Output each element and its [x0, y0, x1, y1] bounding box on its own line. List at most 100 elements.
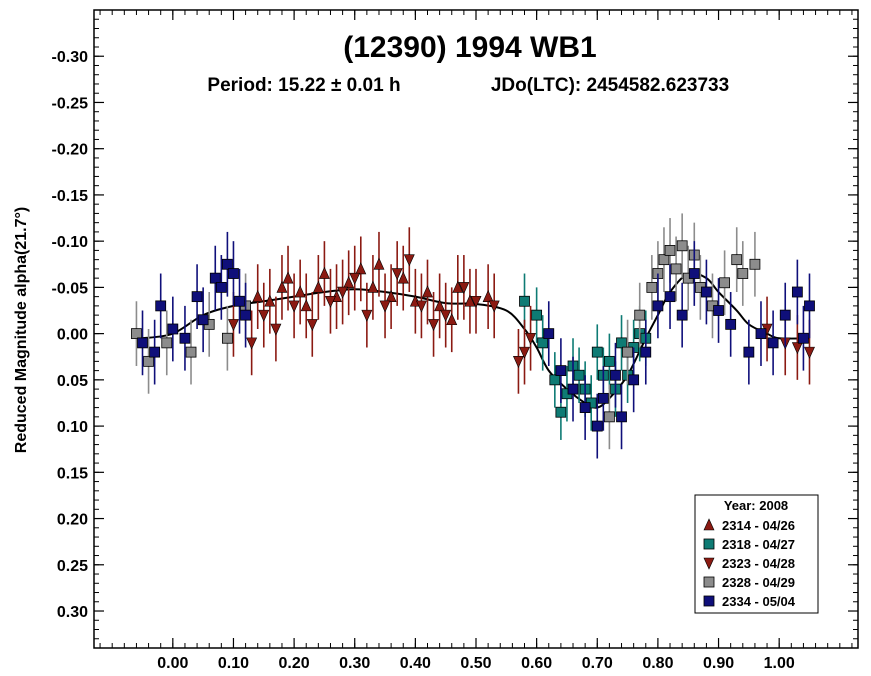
x-tick-label: 0.70 [582, 655, 613, 672]
data-point [325, 295, 336, 308]
data-point [713, 305, 724, 316]
data-point [482, 289, 494, 302]
data-point [391, 268, 403, 281]
data-point [798, 332, 809, 344]
x-tick-label: 0.00 [157, 655, 188, 672]
data-point [349, 272, 361, 285]
data-point [610, 369, 621, 381]
data-point [131, 328, 142, 340]
legend-label: 2314 - 04/26 [722, 518, 795, 533]
data-point [367, 280, 379, 293]
legend-marker [703, 557, 715, 570]
series-0 [252, 231, 494, 353]
x-tick-label: 0.30 [339, 655, 370, 672]
data-point [464, 294, 476, 307]
data-point [646, 281, 658, 293]
data-point [658, 254, 670, 266]
data-point [191, 291, 203, 303]
legend-label: 2328 - 04/29 [722, 575, 795, 590]
data-point [640, 346, 652, 358]
data-point [355, 262, 367, 275]
data-point [634, 309, 646, 321]
data-point [555, 406, 567, 418]
data-point [161, 337, 173, 349]
data-point [804, 346, 815, 359]
legend-label: 2323 - 04/28 [722, 556, 795, 571]
data-point [701, 286, 712, 298]
data-point [361, 309, 373, 322]
data-point [397, 271, 409, 284]
data-point [525, 332, 537, 345]
data-point [276, 280, 288, 293]
data-point [543, 328, 555, 340]
data-point [434, 299, 446, 312]
data-point [579, 402, 591, 413]
data-point [294, 285, 306, 298]
data-point [197, 314, 209, 326]
data-point [264, 294, 276, 307]
y-tick-label: -0.10 [52, 234, 89, 251]
data-point [149, 346, 161, 358]
y-tick-label: 0.05 [57, 373, 88, 390]
data-point [155, 300, 167, 312]
data-point [749, 258, 761, 270]
data-point [209, 272, 221, 284]
data-point [488, 300, 500, 313]
data-point [440, 309, 452, 322]
data-point [215, 281, 227, 293]
data-point [616, 337, 627, 349]
data-point [512, 356, 524, 369]
data-point [603, 355, 615, 367]
data-point [270, 323, 282, 336]
data-point [143, 355, 154, 367]
x-tick-label: 0.80 [642, 655, 673, 672]
data-point [228, 268, 239, 279]
data-point [591, 346, 603, 358]
legend-entry: 2314 - 04/26 [703, 518, 795, 533]
x-tick-label: 1.00 [764, 655, 795, 672]
data-point [555, 365, 567, 377]
x-tick-label: 0.40 [400, 655, 431, 672]
x-tick-label: 0.20 [279, 655, 310, 672]
data-point [167, 323, 179, 335]
legend-entries: 2314 - 04/26 2318 - 04/27 2323 - 04/28 2328… [703, 518, 796, 609]
data-point [179, 332, 191, 344]
data-point [258, 309, 270, 322]
data-point [185, 346, 197, 358]
chart-title: (12390) 1994 WB1 [343, 31, 596, 64]
legend: Year: 2008 2314 - 04/26 2318 - 04/27 2323 … [694, 494, 819, 614]
series-4 [137, 231, 815, 459]
data-point [664, 245, 676, 256]
x-axis: 0.00 0.10 0.20 0.30 0.40 0.50 0.60 0.70 0.80 0.90… [99, 10, 853, 672]
y-tick-label: 0.25 [57, 558, 88, 575]
data-point [664, 291, 676, 303]
data-point [616, 411, 627, 423]
y-axis-title: Reduced Magnitude alpha(21.7°) [13, 207, 30, 453]
legend-box [694, 494, 819, 614]
data-point [422, 285, 433, 298]
data-point [791, 342, 803, 355]
legend-label: 2334 - 05/04 [722, 594, 796, 609]
legend-entry: 2318 - 04/27 [703, 537, 795, 552]
data-point [731, 254, 743, 266]
y-axis: -0.30 -0.25 -0.20 -0.15 -0.10 -0.05 0.00 0.05 0.… [52, 18, 858, 640]
x-tick-label: 0.50 [460, 655, 491, 672]
data-point [137, 337, 148, 349]
data-point [240, 309, 251, 321]
data-point [343, 276, 355, 289]
y-tick-label: -0.15 [52, 188, 89, 205]
data-point [306, 319, 318, 332]
x-tick-label: 0.60 [521, 655, 552, 672]
y-tick-label: 0.20 [57, 512, 88, 529]
data-point [603, 411, 615, 423]
data-point [221, 332, 233, 344]
data-point [458, 282, 470, 295]
data-point [688, 268, 700, 279]
data-point [779, 309, 791, 321]
data-point [591, 420, 603, 432]
legend-entry: 2323 - 04/28 [703, 556, 795, 571]
chart-subtitle-epoch: JDo(LTC): 2454582.623733 [491, 75, 729, 96]
x-tick-label: 0.10 [218, 655, 249, 672]
data-point [246, 337, 258, 350]
y-tick-label: 0.15 [57, 465, 88, 482]
